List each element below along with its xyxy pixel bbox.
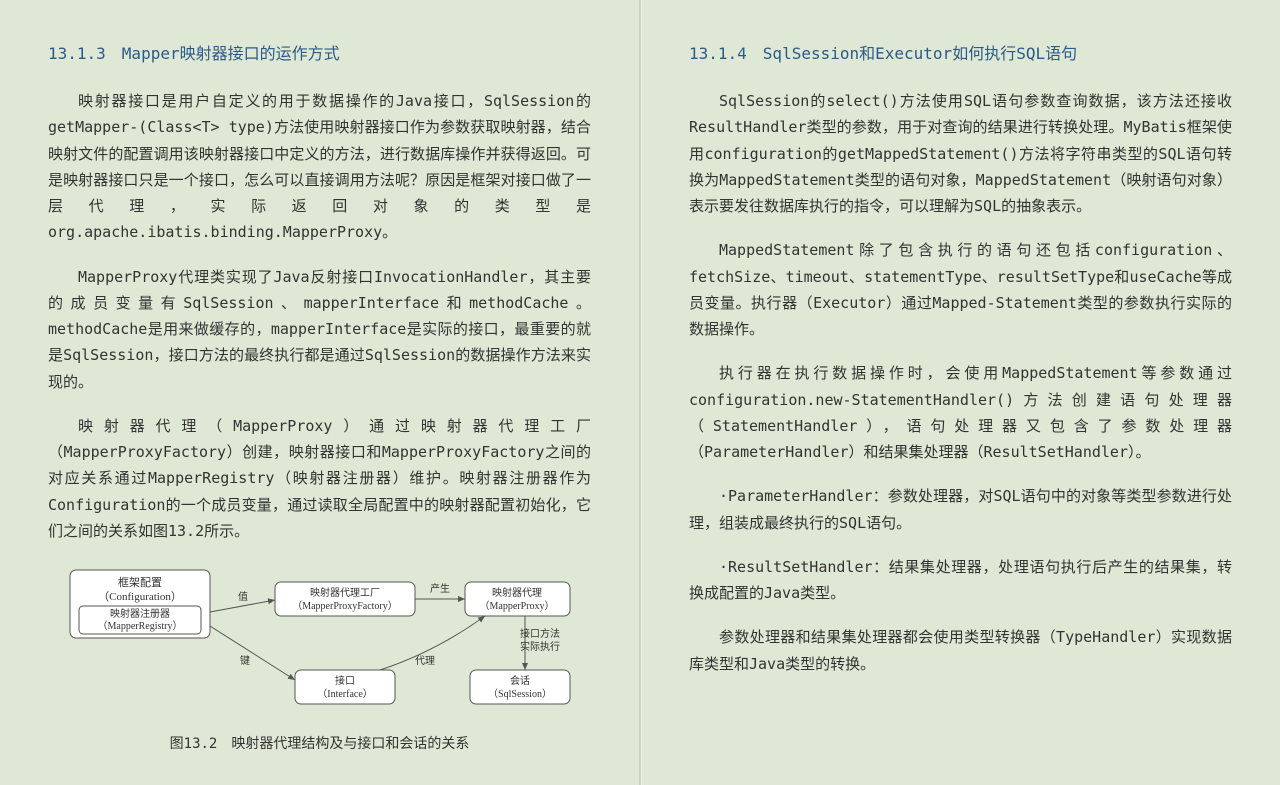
para-r4: 参数处理器和结果集处理器都会使用类型转换器（TypeHandler）实现数据库类… <box>689 624 1232 677</box>
edge-proxy-label: 代理 <box>415 655 435 667</box>
bullet-resultset-handler: ·ResultSetHandler：结果集处理器，处理语句执行后产生的结果集，转… <box>689 554 1232 607</box>
node-factory-l1: 映射器代理工厂 <box>310 587 380 599</box>
left-page: 13.1.3 Mapper映射器接口的运作方式 映射器接口是用户自定义的用于数据… <box>0 0 639 785</box>
section-heading-13-1-3: 13.1.3 Mapper映射器接口的运作方式 <box>48 40 591 68</box>
para-r3: 执行器在执行数据操作时，会使用MappedStatement等参数通过confi… <box>689 360 1232 465</box>
edge-key-label: 键 <box>240 654 250 667</box>
node-config-l1: 框架配置 <box>118 576 162 589</box>
bullet-param-handler: ·ParameterHandler：参数处理器，对SQL语句中的对象等类型参数进… <box>689 483 1232 536</box>
node-proxy-l1: 映射器代理 <box>492 587 542 599</box>
edge-exec-l2: 实际执行 <box>520 640 560 653</box>
node-proxy-l2: （MapperProxy） <box>479 600 554 612</box>
node-session-l1: 会话 <box>510 674 530 687</box>
node-registry-l2: （MapperRegistry） <box>97 620 182 632</box>
edge-key <box>210 626 295 680</box>
node-registry-l1: 映射器注册器 <box>110 607 170 620</box>
node-config-l2: （Configuration） <box>98 590 182 603</box>
node-interface-l2: （Interface） <box>317 688 373 700</box>
edge-val-label: 值 <box>238 590 248 603</box>
right-page: 13.1.4 SqlSession和Executor如何执行SQL语句 SqlS… <box>641 0 1280 785</box>
edge-exec-l1: 接口方法 <box>520 627 560 640</box>
node-interface-l1: 接口 <box>335 674 355 687</box>
para-l3: 映射器代理（MapperProxy）通过映射器代理工厂（MapperProxyF… <box>48 413 591 544</box>
para-r1: SqlSession的select()方法使用SQL语句参数查询数据，该方法还接… <box>689 88 1232 219</box>
diagram-svg: 框架配置 （Configuration） 映射器注册器 （MapperRegis… <box>65 562 575 722</box>
figure-13-2: 框架配置 （Configuration） 映射器注册器 （MapperRegis… <box>65 562 575 757</box>
node-session-l2: （SqlSession） <box>488 688 552 700</box>
edge-produce-label: 产生 <box>430 582 450 595</box>
para-l1: 映射器接口是用户自定义的用于数据操作的Java接口，SqlSession的get… <box>48 88 591 246</box>
node-factory-l2: （MapperProxyFactory） <box>292 600 398 612</box>
figure-caption: 图13.2 映射器代理结构及与接口和会话的关系 <box>65 732 575 757</box>
section-heading-13-1-4: 13.1.4 SqlSession和Executor如何执行SQL语句 <box>689 40 1232 68</box>
para-r2: MappedStatement除了包含执行的语句还包括configuration… <box>689 237 1232 342</box>
para-l2: MapperProxy代理类实现了Java反射接口InvocationHandl… <box>48 264 591 395</box>
